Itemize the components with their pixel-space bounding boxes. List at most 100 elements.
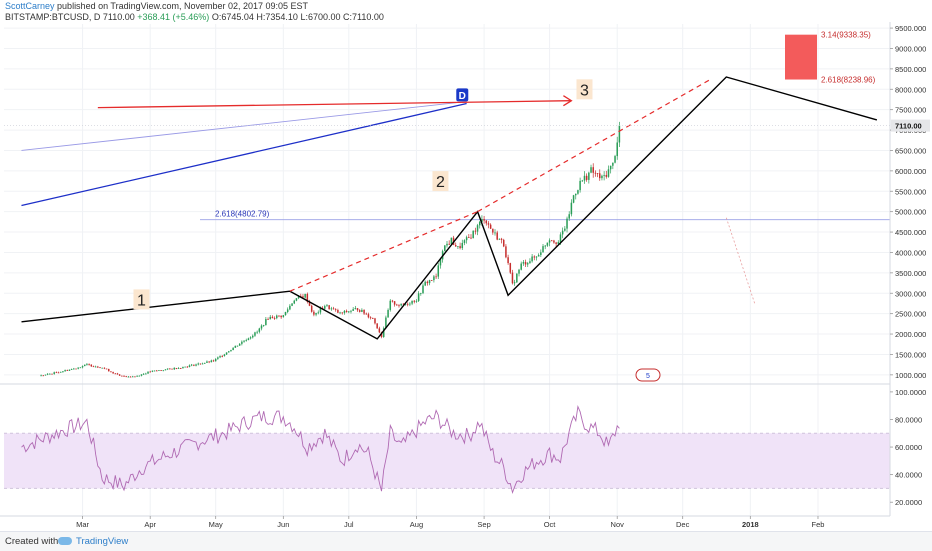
price-tick-label: 9000.000: [895, 44, 926, 53]
candle-body: [402, 303, 405, 305]
candle-body: [450, 237, 453, 245]
candle-body: [583, 175, 586, 181]
tradingview-logo[interactable]: TradingView: [58, 536, 128, 547]
candle-body: [500, 238, 503, 240]
last-price-tag: [891, 119, 930, 132]
candle-body: [153, 370, 156, 372]
time-tick-label: Jul: [344, 520, 354, 529]
time-tick-label: 2018: [742, 520, 759, 529]
time-tick-label: Apr: [144, 520, 156, 529]
candle-body: [566, 218, 568, 229]
candle-body: [433, 276, 435, 281]
candle-body: [177, 368, 180, 369]
candle-body: [310, 305, 313, 312]
candle-body: [286, 309, 289, 312]
candle-body: [175, 367, 178, 369]
candle-body: [393, 301, 396, 305]
wave-label-box: [133, 289, 150, 310]
candle-body: [116, 373, 119, 375]
wave-label-3: 3: [580, 82, 589, 99]
candle-body: [284, 311, 287, 316]
price-tick-label: 4500.000: [895, 228, 926, 237]
time-tick-label: Mar: [76, 520, 89, 529]
candle-body: [537, 254, 540, 257]
target-arrow-line: [97, 100, 572, 109]
candle-body: [68, 369, 71, 371]
candle-body: [291, 303, 293, 306]
candle-body: [184, 366, 186, 368]
candle-body: [612, 162, 614, 166]
candle-body: [249, 337, 252, 339]
candle-body: [343, 310, 346, 313]
candle-body: [182, 366, 184, 369]
candle-body: [574, 193, 577, 196]
candle-body: [131, 376, 134, 378]
dashed-trendline: [289, 211, 478, 292]
symbol-ohlc-bar: BITSTAMP:BTCUSD, D 7110.00 +368.41 (+5.4…: [5, 12, 384, 22]
rsi-tick-label: 20.0000: [895, 498, 922, 507]
candle-body: [313, 311, 315, 315]
candle-body: [208, 361, 210, 363]
wave-label-box: [432, 171, 449, 192]
candle-body: [225, 352, 228, 355]
candle-body: [236, 345, 239, 347]
candle-body: [341, 312, 344, 314]
candle-body: [206, 361, 208, 363]
candle-body: [53, 372, 55, 374]
candle-body: [400, 303, 402, 306]
candle-body: [507, 257, 509, 264]
candle-body: [81, 366, 84, 368]
candle-body: [101, 367, 103, 369]
price-tick-label: 6000.000: [895, 167, 926, 176]
candle-body: [62, 371, 64, 373]
candle-body: [546, 242, 549, 246]
high-value: H:7354.10: [256, 12, 298, 22]
candle-body: [494, 232, 496, 234]
candle-body: [125, 376, 127, 378]
chart-canvas[interactable]: 2.618(4802.79) D 1 2 3 3.14(9338.35) 2.618(82…: [0, 0, 932, 531]
time-tick-label: Oct: [544, 520, 557, 529]
d-point-label: D: [459, 91, 466, 102]
open-value: O:6745.04: [211, 12, 254, 22]
candle-body: [317, 312, 320, 314]
candle-body: [332, 308, 335, 310]
candle-body: [230, 350, 232, 352]
candle-body: [485, 220, 488, 224]
candle-body: [278, 315, 280, 317]
last-price: 7110.00: [102, 12, 135, 22]
candle-body: [487, 223, 490, 225]
symbol-name: BITSTAMP:BTCUSD, D: [5, 12, 101, 22]
author-link[interactable]: ScottCarney: [5, 1, 55, 11]
candle-body: [598, 173, 601, 179]
flag-icon[interactable]: [635, 368, 661, 382]
candle-body: [468, 237, 470, 238]
candle-body: [616, 142, 618, 157]
candle-body: [324, 306, 326, 309]
candle-body: [529, 261, 531, 264]
candle-body: [232, 347, 234, 351]
price-tick-label: 5500.000: [895, 187, 926, 196]
candle-body: [245, 340, 247, 341]
candle-body: [173, 367, 175, 370]
candle-body: [585, 175, 588, 180]
price-tick-label: 3000.000: [895, 289, 926, 298]
candle-body: [513, 282, 516, 284]
candle-body: [544, 245, 546, 247]
candle-body: [269, 316, 272, 320]
candle-body: [605, 174, 608, 177]
candle-body: [280, 315, 282, 318]
candle-body: [134, 376, 136, 378]
d-point-marker[interactable]: [456, 88, 469, 102]
candle-body: [147, 371, 149, 374]
candle-body: [361, 309, 363, 312]
candle-body: [334, 309, 337, 311]
candle-body: [481, 219, 483, 222]
candle-body: [454, 245, 457, 247]
candle-body: [330, 308, 333, 310]
candle-body: [374, 318, 376, 324]
target-upper-label: 3.14(9338.35): [821, 31, 871, 40]
candle-body: [596, 173, 599, 174]
price-change: +368.41 (+5.46%): [137, 12, 210, 22]
candle-body: [413, 300, 416, 302]
candle-body: [99, 367, 101, 369]
